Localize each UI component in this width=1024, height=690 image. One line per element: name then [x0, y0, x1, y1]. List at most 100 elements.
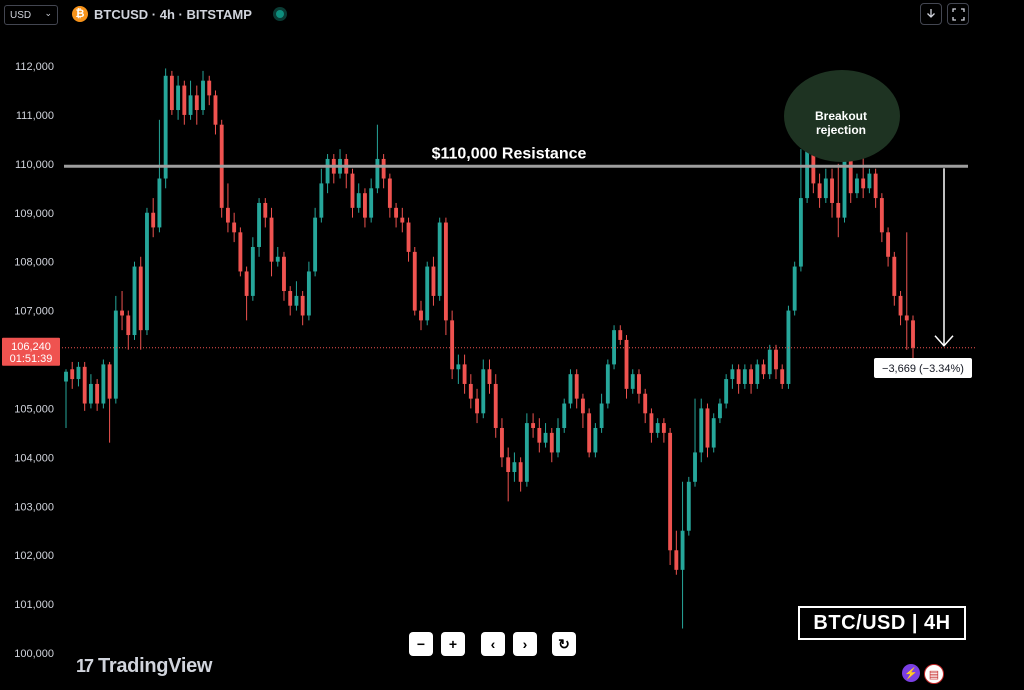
- candle-body: [151, 212, 156, 228]
- candle-body: [456, 364, 461, 370]
- candle-body: [686, 481, 691, 531]
- candle: [792, 261, 797, 316]
- candle: [892, 251, 897, 306]
- candle-body: [88, 383, 93, 404]
- tradingview-logo[interactable]: 17 TradingView: [76, 655, 212, 678]
- candle: [587, 408, 592, 458]
- candle-body: [406, 222, 411, 252]
- candle-body: [244, 271, 249, 296]
- candle: [263, 198, 268, 228]
- candle-body: [169, 75, 174, 111]
- candle-body: [431, 266, 436, 296]
- candle: [443, 217, 448, 336]
- download-button[interactable]: [920, 3, 942, 25]
- candle: [693, 398, 697, 487]
- candle-body: [805, 149, 810, 199]
- lightning-icon[interactable]: ⚡: [902, 664, 920, 682]
- candle: [724, 374, 729, 409]
- candle-body: [643, 393, 648, 414]
- candle-body: [911, 320, 915, 348]
- candle-body: [194, 95, 199, 111]
- candle: [574, 369, 579, 409]
- market-status-dot: [275, 10, 284, 18]
- candle-body: [481, 369, 486, 414]
- change-label: −3,669 (−3.34%): [882, 363, 964, 375]
- candle: [412, 246, 417, 316]
- candle-body: [580, 398, 585, 414]
- candle: [126, 310, 131, 350]
- candle: [306, 261, 311, 321]
- candle: [313, 207, 318, 277]
- candle: [207, 75, 212, 106]
- candle: [182, 80, 187, 125]
- candle: [736, 364, 741, 394]
- candle-body: [275, 256, 280, 262]
- candle: [300, 291, 305, 326]
- reset-button[interactable]: ↻: [552, 632, 576, 656]
- candle: [543, 423, 548, 448]
- candle-body: [475, 398, 479, 414]
- candle-body: [350, 173, 355, 208]
- y-tick-label: 100,000: [14, 648, 54, 660]
- candle-body: [618, 330, 623, 340]
- candle: [387, 173, 392, 218]
- candle: [568, 369, 573, 409]
- candle: [101, 359, 106, 409]
- candle: [113, 295, 118, 404]
- candle-body: [873, 173, 878, 199]
- candle-body: [369, 188, 374, 218]
- candle-body: [375, 158, 380, 189]
- candle-body: [113, 310, 118, 399]
- candle: [64, 369, 68, 428]
- candle: [911, 315, 915, 365]
- candle: [462, 354, 467, 394]
- candle-body: [319, 183, 324, 218]
- y-tick-label: 101,000: [14, 599, 54, 611]
- measure-arrowhead: [934, 335, 954, 347]
- symbol-title[interactable]: ₿ BTCUSD · 4h · BITSTAMP: [72, 6, 284, 22]
- currency-select[interactable]: USD ⌄: [4, 5, 58, 25]
- y-tick-label: 105,000: [14, 403, 54, 415]
- candle-body: [518, 462, 523, 482]
- candle: [188, 80, 193, 120]
- candle-body: [637, 374, 641, 394]
- candle-body: [263, 202, 268, 218]
- candle-body: [213, 95, 218, 125]
- y-tick-label: 102,000: [14, 550, 54, 562]
- y-tick-label: 109,000: [14, 208, 54, 220]
- y-tick-label: 112,000: [15, 61, 54, 73]
- candle-body: [767, 349, 772, 375]
- candle: [475, 388, 479, 424]
- candle-body: [145, 212, 149, 331]
- candle-body: [512, 462, 517, 473]
- candle: [275, 246, 280, 267]
- candle: [580, 393, 585, 428]
- scroll-right-button[interactable]: ›: [513, 632, 537, 656]
- candle-body: [724, 379, 729, 404]
- candle: [798, 149, 803, 272]
- candle: [618, 325, 623, 345]
- candle: [562, 398, 567, 433]
- candle-body: [693, 452, 697, 482]
- us-flag-icon[interactable]: ▤: [924, 664, 944, 684]
- zoom-out-button[interactable]: −: [409, 632, 433, 656]
- candle-body: [898, 295, 903, 316]
- candle-body: [556, 427, 560, 453]
- candle: [437, 217, 442, 301]
- candle: [138, 256, 143, 350]
- candle: [624, 335, 629, 399]
- scroll-left-button[interactable]: ‹: [481, 632, 505, 656]
- candle-body: [356, 193, 361, 208]
- candle: [742, 364, 747, 389]
- candle: [643, 388, 648, 424]
- candle-body: [269, 217, 274, 262]
- candle-body: [394, 207, 399, 218]
- candle-body: [363, 193, 367, 218]
- candle-body: [257, 202, 261, 247]
- current-price-label: 106,240: [11, 341, 51, 353]
- candle: [157, 119, 162, 233]
- fullscreen-button[interactable]: [947, 3, 969, 25]
- candle: [705, 403, 710, 458]
- zoom-in-button[interactable]: +: [441, 632, 465, 656]
